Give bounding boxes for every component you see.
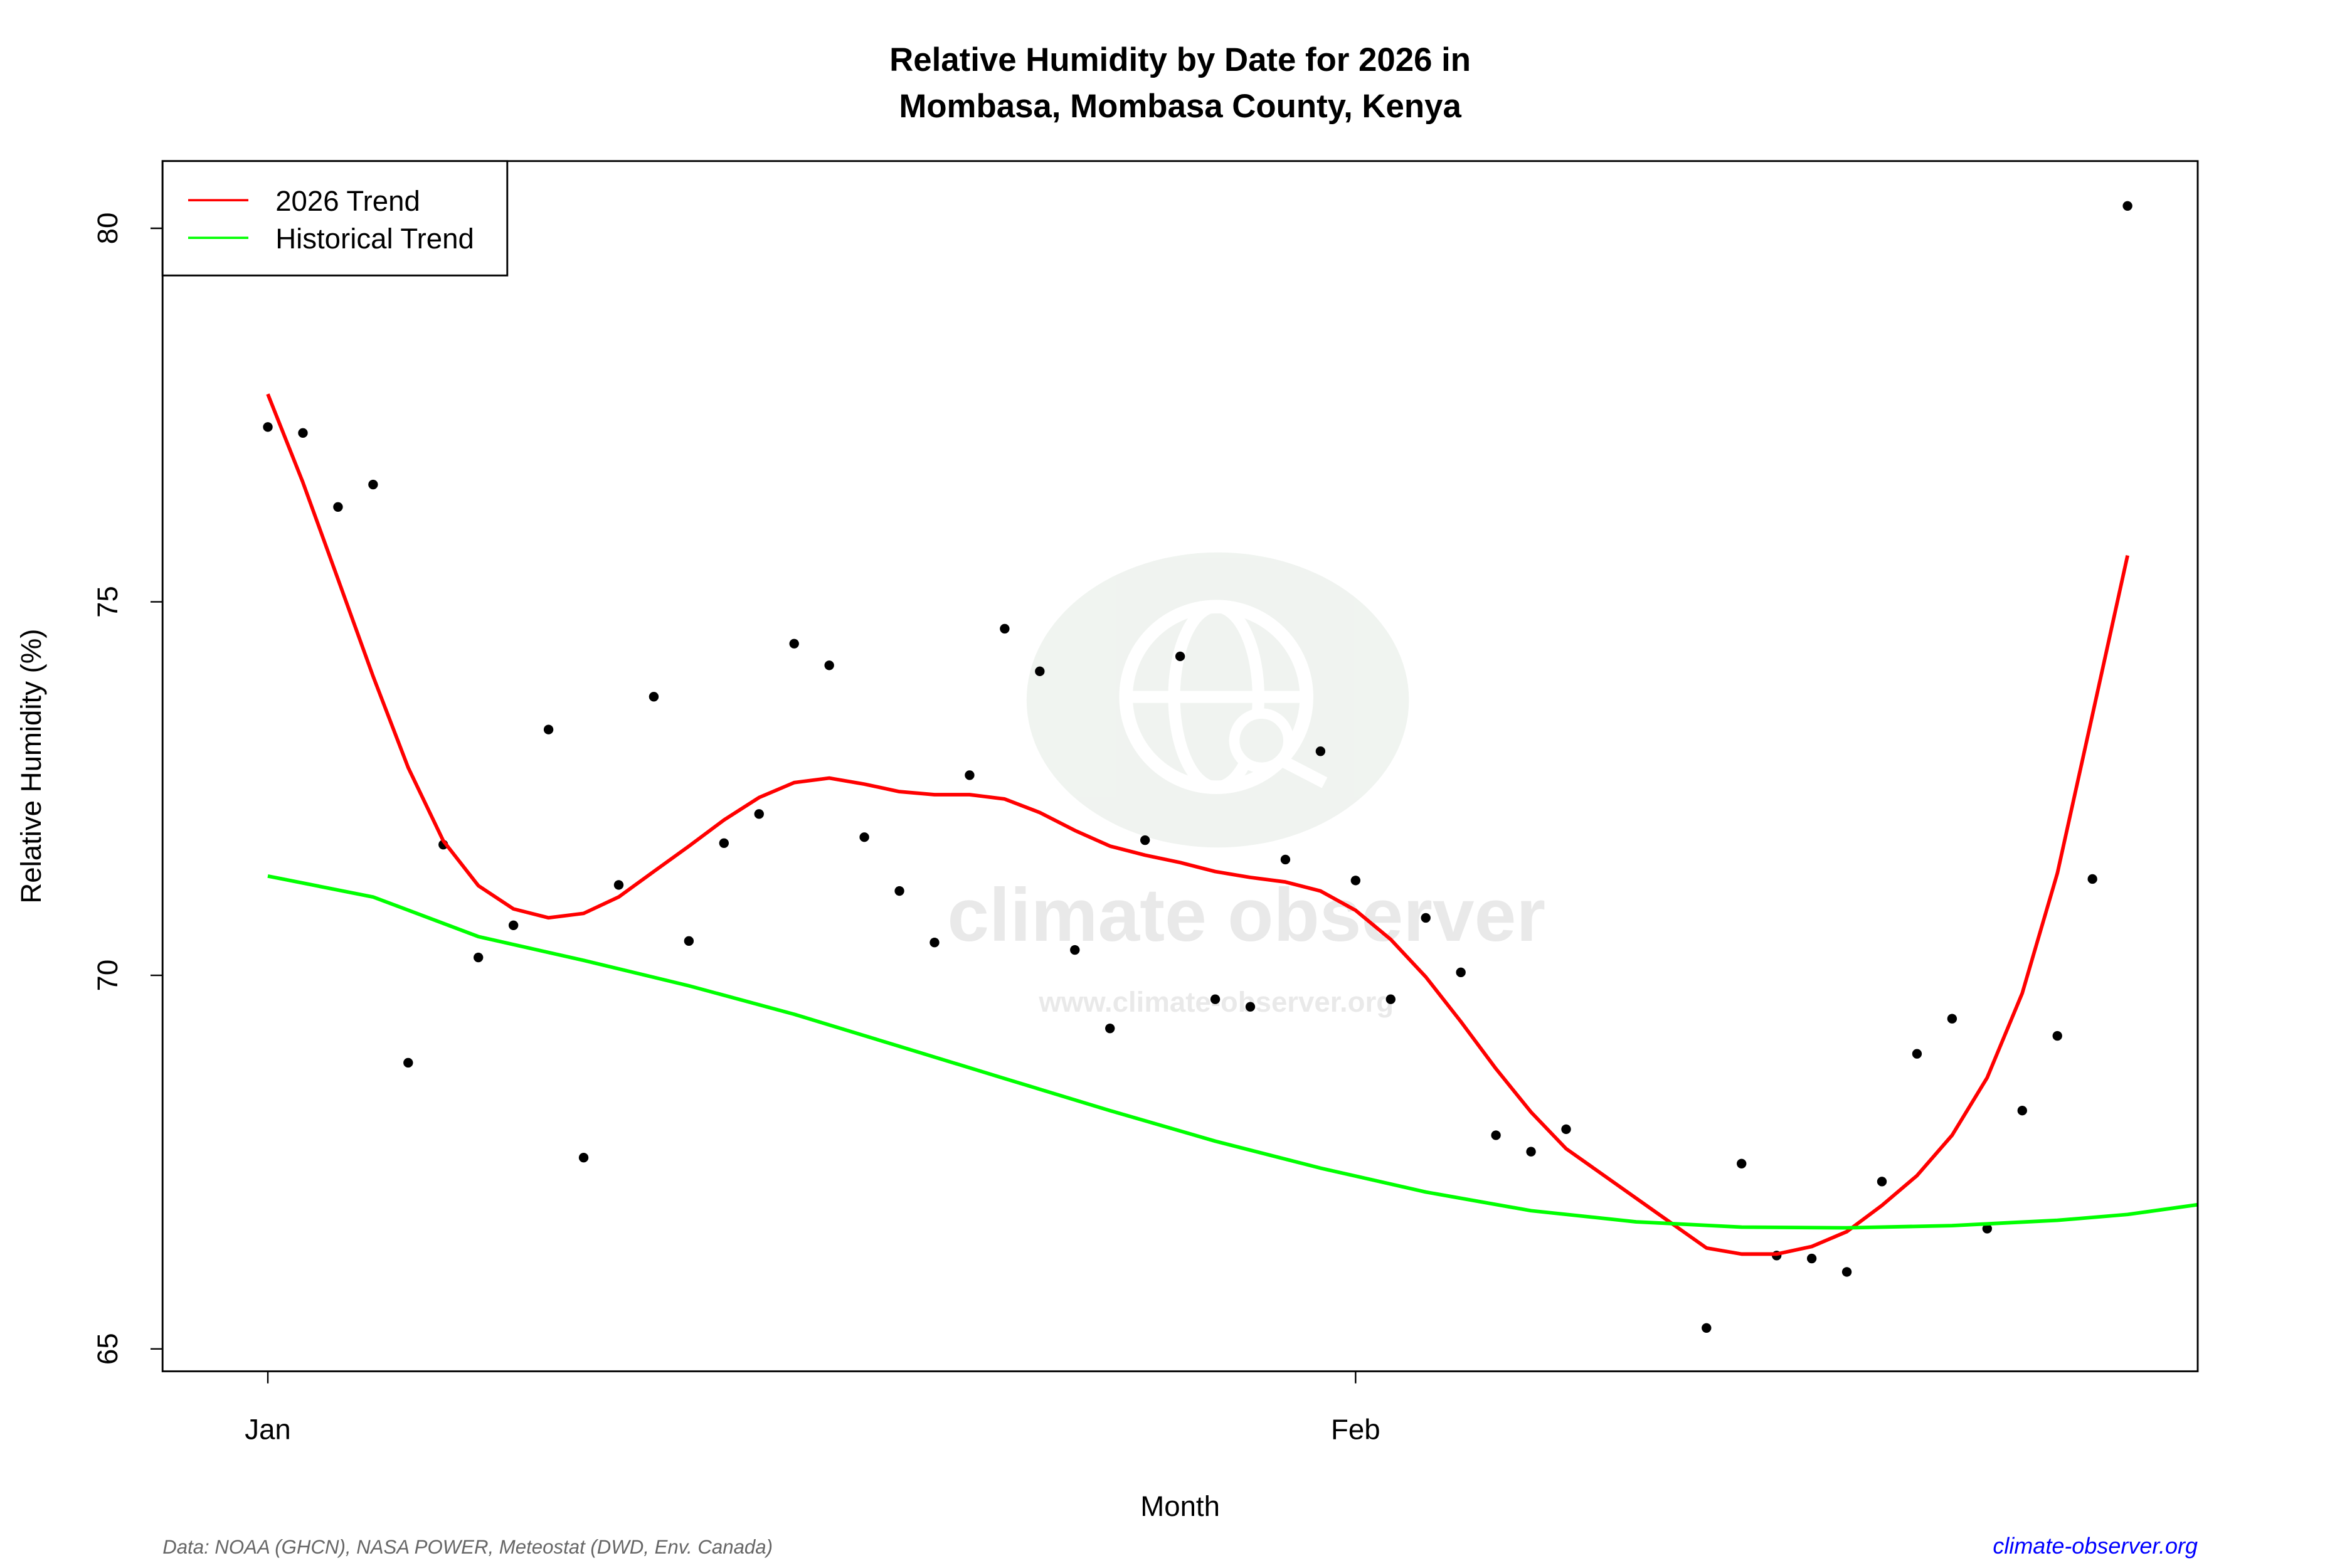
data-point xyxy=(789,638,799,649)
y-tick-label: 75 xyxy=(92,586,124,618)
chart-title-line-2: Mombasa, Mombasa County, Kenya xyxy=(899,88,1461,125)
data-point xyxy=(543,724,554,734)
data-point xyxy=(1280,854,1291,865)
legend-box xyxy=(161,160,509,277)
data-point xyxy=(1737,1158,1747,1168)
data-point xyxy=(1456,967,1466,978)
legend: 2026 Trend Historical Trend xyxy=(161,160,509,277)
data-point xyxy=(474,952,484,963)
data-point xyxy=(333,502,343,512)
data-point xyxy=(1982,1224,1993,1234)
y-tick-label: 70 xyxy=(92,960,124,992)
data-point xyxy=(930,938,940,948)
data-point xyxy=(1175,651,1185,662)
legend-label-2026-trend: 2026 Trend xyxy=(275,185,420,217)
watermark-logo: climate observer www.climate-observer.or… xyxy=(947,552,1545,1018)
data-point xyxy=(613,880,624,890)
data-point xyxy=(2052,1030,2062,1041)
data-point xyxy=(1491,1130,1501,1140)
data-point xyxy=(894,886,904,896)
data-point xyxy=(1421,913,1431,923)
data-point xyxy=(1912,1049,1922,1059)
data-point xyxy=(578,1153,589,1163)
data-point xyxy=(1947,1014,1957,1024)
data-point xyxy=(298,428,308,438)
watermark-name: climate observer xyxy=(947,873,1545,957)
data-point xyxy=(1526,1147,1536,1157)
data-point xyxy=(508,920,519,930)
site-link[interactable]: climate-observer.org xyxy=(1993,1533,2198,1559)
data-point xyxy=(1702,1323,1712,1333)
data-point xyxy=(1140,835,1150,845)
data-point xyxy=(1210,994,1221,1004)
chart-title-line-1: Relative Humidity by Date for 2026 in xyxy=(889,41,1471,78)
data-point xyxy=(1315,746,1326,756)
data-point xyxy=(684,936,694,946)
data-point xyxy=(2122,201,2132,211)
series-line-historical-trend xyxy=(267,874,2198,1230)
data-point xyxy=(2017,1106,2027,1116)
data-point xyxy=(1385,994,1396,1004)
y-tick-label: 80 xyxy=(92,213,124,245)
data-point xyxy=(263,422,273,432)
data-point xyxy=(1841,1267,1852,1277)
y-axis-label: Relative Humidity (%) xyxy=(15,629,47,904)
data-point xyxy=(1105,1023,1115,1034)
axes: Jan Feb 65 70 75 80 xyxy=(92,213,1380,1446)
data-point xyxy=(859,832,869,842)
y-tick-label: 65 xyxy=(92,1333,124,1365)
legend-label-historical-trend: Historical Trend xyxy=(275,223,474,255)
data-point xyxy=(754,809,764,819)
x-tick-label: Jan xyxy=(245,1413,291,1445)
x-tick-label: Feb xyxy=(1331,1413,1380,1445)
data-point xyxy=(1877,1177,1887,1187)
data-point xyxy=(1245,1002,1256,1012)
data-point xyxy=(965,770,975,780)
data-point xyxy=(649,692,659,702)
data-point xyxy=(1035,666,1045,677)
data-point xyxy=(1806,1253,1817,1264)
data-point xyxy=(1561,1124,1571,1135)
data-point xyxy=(824,660,834,670)
plot-frame xyxy=(161,160,2199,1372)
data-source-note: Data: NOAA (GHCN), NASA POWER, Meteostat… xyxy=(162,1536,773,1558)
data-point xyxy=(2087,874,2097,884)
data-point xyxy=(368,479,378,490)
series-line-2026-trend xyxy=(266,393,2129,1256)
x-axis-label: Month xyxy=(1140,1490,1220,1522)
data-point xyxy=(1350,876,1361,886)
data-point xyxy=(403,1057,413,1068)
plot-area xyxy=(263,201,2198,1333)
data-point xyxy=(1070,945,1080,955)
data-point xyxy=(719,838,729,848)
data-point xyxy=(1000,623,1010,634)
